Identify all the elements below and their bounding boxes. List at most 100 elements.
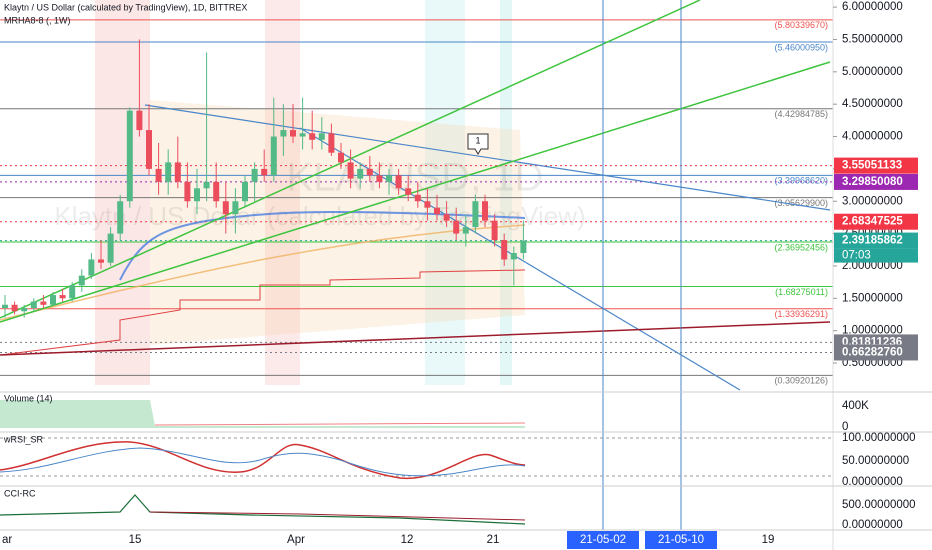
pane-tick: 100.00000000 [842, 432, 916, 444]
price-tick-label: 1.50000000 [842, 292, 903, 304]
level-label: (1.68275011) [775, 287, 828, 297]
level-label: (1.33936291) [774, 309, 828, 319]
candle-body [338, 152, 344, 163]
candle-body [366, 168, 373, 176]
volume-line [154, 422, 526, 426]
ma-line [119, 210, 526, 281]
marker-label: 1 [475, 135, 480, 145]
volume-area [0, 400, 525, 428]
level-label: (5.80339670) [774, 20, 828, 30]
chart-title: Klaytn / US Dollar (calculated by Tradin… [4, 2, 247, 12]
time-label: 21-05-02 [580, 534, 626, 546]
candle-body [59, 295, 66, 299]
candle-body [347, 162, 354, 179]
countdown: 07:03 [842, 250, 871, 262]
channel [150, 100, 525, 345]
candle-body [136, 110, 143, 131]
candle-body [98, 259, 104, 263]
time-label: Apr [287, 534, 305, 546]
band [95, 0, 150, 385]
candle-body [270, 136, 277, 176]
candle-body [290, 130, 296, 137]
trendline [0, 0, 701, 319]
price-tag-label: 0.66282760 [842, 346, 903, 358]
level-label: (0.30920126) [774, 376, 828, 386]
pane-tick: 50.00000000 [842, 455, 909, 467]
candle-body [280, 130, 287, 137]
price-tag [834, 213, 918, 230]
candle-body [491, 220, 498, 241]
band [265, 0, 300, 385]
candle-body [309, 133, 316, 140]
candle-body [501, 240, 508, 260]
rsi-line [0, 441, 526, 480]
candle-body [357, 168, 364, 179]
price-tag-label: 3.55051133 [842, 160, 902, 172]
candle-body [2, 304, 8, 308]
candle-body [462, 227, 469, 234]
indicator-title: MRHA8-8 (, 1W) [4, 15, 71, 25]
candle-body [203, 181, 210, 189]
candle-body [376, 175, 383, 182]
candle-body [213, 181, 220, 202]
pane-title: wRSI_SR [3, 434, 44, 444]
candle-body [155, 168, 162, 182]
time-label: ar [2, 534, 12, 546]
price-tick-label: 5.00000000 [842, 66, 903, 78]
candle-body [107, 233, 114, 263]
time-label: 19 [762, 534, 775, 546]
band [425, 0, 465, 385]
candle-body [194, 188, 200, 202]
candle-body [11, 304, 18, 312]
candle-body [242, 181, 248, 202]
candle-body [299, 133, 306, 137]
rsi-line [0, 447, 526, 477]
price-tick-label: 2.00000000 [842, 260, 903, 272]
candle-body [184, 181, 191, 202]
level-label: (3.05629900) [774, 198, 828, 208]
pane-tick: 0.00000000 [842, 519, 903, 531]
candle-body [88, 259, 95, 276]
candle-body [520, 240, 527, 253]
candle-body [414, 194, 421, 202]
candle-body [251, 168, 258, 182]
stop-line [0, 269, 526, 356]
candle-body [21, 308, 28, 312]
price-tick-label: 5.50000000 [842, 34, 903, 46]
candle-body [117, 201, 124, 234]
trendline [0, 61, 831, 323]
pane-tick: 500.00000000 [842, 499, 916, 511]
candle-body [261, 168, 268, 176]
candle-body [174, 162, 181, 182]
candle-body [472, 201, 479, 228]
level-label: (4.42984785) [774, 109, 828, 119]
candle-body [40, 301, 47, 305]
price-tick-label: 4.50000000 [842, 98, 903, 110]
marker[interactable] [467, 133, 489, 155]
countdown-tag [834, 248, 918, 263]
watermark-symbol: KLAYUSD, 1D [286, 156, 543, 200]
pane-tick: 400K [842, 400, 869, 412]
time-label: 12 [401, 534, 414, 546]
candle-body [146, 130, 152, 169]
time-label: 15 [129, 534, 142, 546]
price-tag-label: 2.68347525 [842, 216, 903, 228]
cci-line [149, 511, 526, 521]
candle-body [434, 207, 440, 215]
price-tick-label: 1.00000000 [842, 325, 903, 337]
trendline [0, 321, 831, 356]
candle-body [405, 188, 412, 195]
candle-body [443, 214, 450, 221]
candle-body [165, 162, 172, 182]
price-tag [834, 232, 918, 249]
candle-body [232, 201, 239, 215]
candle-body [222, 201, 229, 215]
pane-title: CCI-RC [4, 488, 36, 498]
price-tick-label: 6.00000000 [842, 1, 903, 13]
price-tick-label: 3.00000000 [842, 195, 903, 207]
time-tag [567, 531, 639, 549]
price-tag [834, 157, 918, 174]
pane-tick: 0.00000000 [842, 476, 903, 488]
price-tag-label: 2.39185862 [842, 235, 903, 247]
